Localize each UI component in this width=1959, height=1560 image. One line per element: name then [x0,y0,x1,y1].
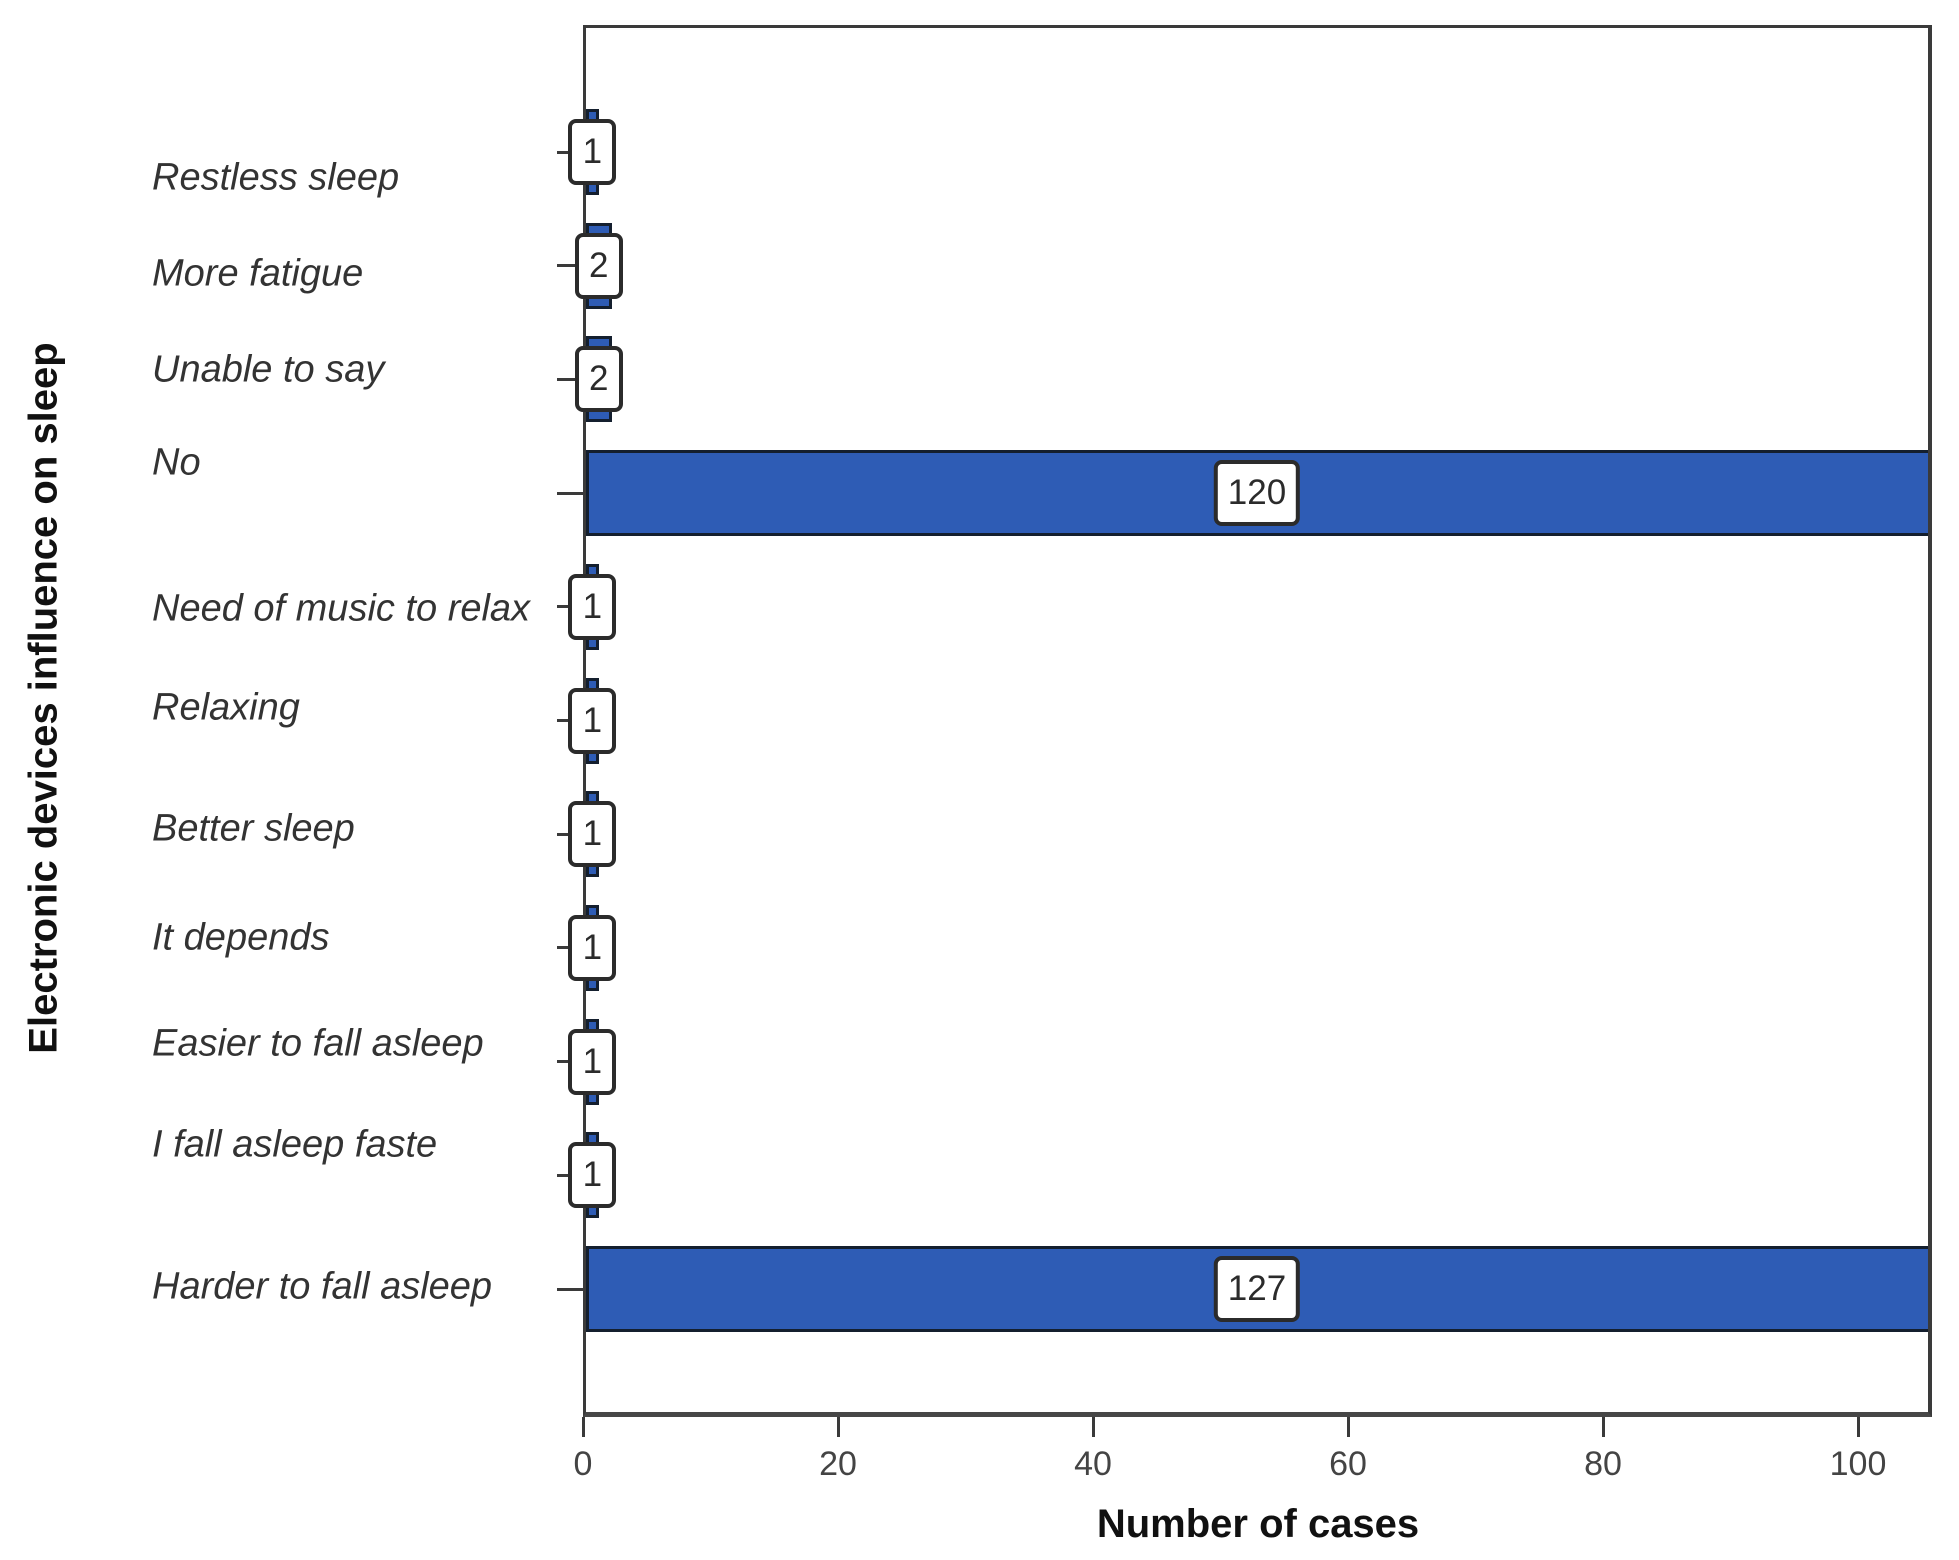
y-axis-tick [557,605,583,609]
category-label: No [152,441,201,484]
x-axis-tick-label: 100 [1829,1445,1887,1483]
y-axis-tick [557,1287,583,1291]
y-axis-title: Electronic devices influence on sleep [21,342,66,1054]
y-axis-tick [557,946,583,950]
y-axis-tick [557,377,583,381]
x-axis-tick [836,1417,840,1437]
y-axis-tick [557,1173,583,1177]
y-axis-tick [557,832,583,836]
bar [586,791,599,878]
bar [586,677,599,764]
bar [586,450,1928,537]
category-label: Need of music to relax [152,587,531,630]
bar [586,904,599,991]
category-label: Better sleep [152,807,355,850]
x-axis-tick [1091,1417,1095,1437]
category-label: Unable to say [152,348,385,391]
x-axis-tick-label: 60 [1329,1445,1367,1483]
bar [586,222,612,309]
category-label: Harder to fall asleep [152,1265,493,1308]
x-axis-tick-label: 80 [1584,1445,1622,1483]
bar [586,563,599,650]
y-axis-tick [557,150,583,154]
plot-area [583,25,1932,1417]
x-axis-tick-label: 20 [819,1445,857,1483]
category-label: I fall asleep faste [152,1123,438,1166]
x-axis-title: Number of cases [1096,1502,1420,1546]
y-axis-tick [557,1060,583,1064]
bar [586,336,612,423]
category-label: Restless sleep [152,156,400,199]
x-axis-tick-label: 40 [1074,1445,1112,1483]
x-axis-tick [1346,1417,1350,1437]
category-label: Relaxing [152,686,300,728]
x-axis-tick-label: 0 [573,1445,593,1483]
category-label: More fatigue [152,252,364,295]
bar [586,1246,1928,1332]
category-label: Easier to fall asleep [152,1022,484,1065]
x-axis-tick [1856,1417,1860,1437]
y-axis-tick [557,491,583,495]
bar [586,1018,599,1105]
bar [586,1132,599,1219]
bar [586,109,599,195]
x-axis-tick [581,1417,585,1437]
y-axis-tick [557,719,583,722]
category-label: It depends [152,916,330,959]
x-axis-tick [1601,1417,1605,1437]
y-axis-tick [557,264,583,268]
